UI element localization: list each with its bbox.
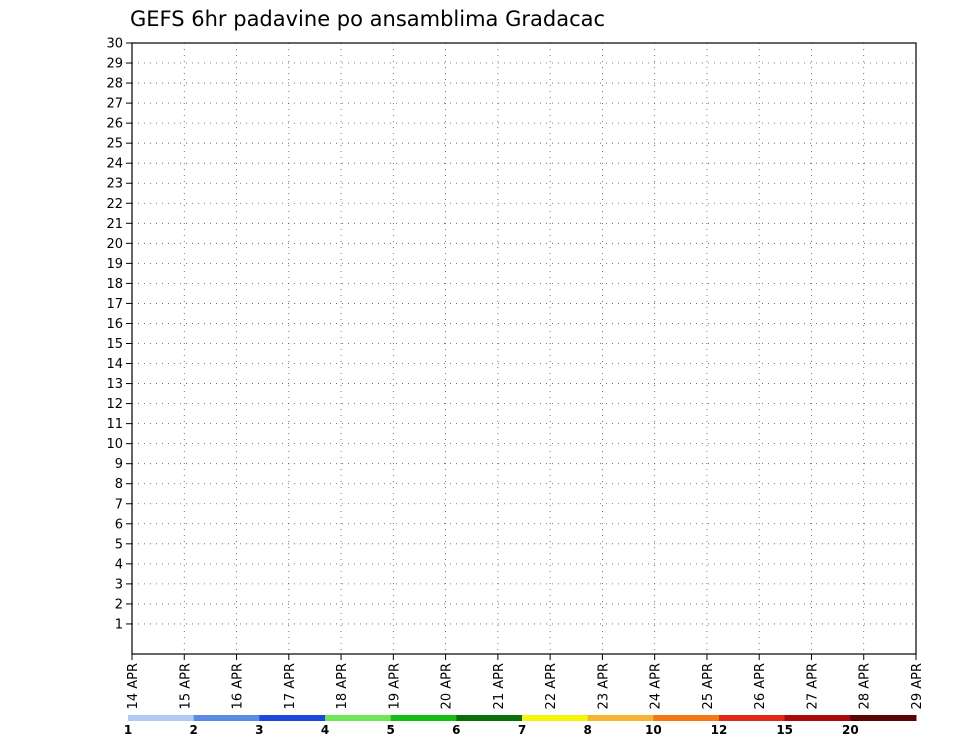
legend-swatch (653, 715, 720, 721)
x-tick-label: 16 APR (231, 663, 246, 709)
x-tick-label: 18 APR (335, 663, 350, 709)
x-tick-label: 21 APR (492, 663, 507, 709)
y-tick-label: 22 (106, 197, 123, 212)
x-tick-label: 22 APR (544, 663, 559, 709)
x-tick-label: 28 APR (858, 663, 873, 709)
y-tick-label: 2 (115, 597, 123, 612)
y-tick-label: 6 (115, 517, 123, 532)
y-tick-label: 29 (106, 57, 123, 72)
legend-label: 3 (255, 723, 263, 737)
legend-swatch (719, 715, 786, 721)
legend-label: 20 (842, 723, 859, 737)
legend-label: 8 (583, 723, 591, 737)
legend-label: 7 (518, 723, 526, 737)
y-tick-label: 5 (115, 537, 123, 552)
x-tick-label: 29 APR (910, 663, 925, 709)
plot-frame (131, 42, 917, 655)
y-tick-label: 19 (106, 257, 123, 272)
x-tick-label: 23 APR (596, 663, 611, 709)
y-tick-label: 17 (106, 297, 123, 312)
y-tick-label: 27 (106, 97, 123, 112)
x-tick-label: 20 APR (440, 663, 455, 709)
legend-label: 1 (124, 723, 132, 737)
y-axis: 1234567891011121314151617181920212223242… (106, 37, 132, 632)
legend-label: 12 (711, 723, 728, 737)
legend-label: 2 (189, 723, 197, 737)
y-tick-label: 26 (106, 117, 123, 132)
y-tick-label: 12 (106, 397, 123, 412)
x-tick-label: 14 APR (126, 663, 141, 709)
y-tick-label: 25 (106, 137, 123, 152)
y-tick-label: 1 (115, 617, 123, 632)
y-tick-label: 30 (106, 37, 123, 52)
legend-swatch (325, 715, 392, 721)
y-tick-label: 11 (106, 417, 123, 432)
y-tick-label: 16 (106, 317, 123, 332)
y-tick-label: 10 (106, 437, 123, 452)
legend-swatch (259, 715, 326, 721)
y-tick-label: 21 (106, 217, 123, 232)
x-tick-label: 17 APR (283, 663, 298, 709)
y-tick-label: 14 (106, 357, 123, 372)
color-legend: 1 2 3 4 5 6 7 8 10 12 15 20 (124, 715, 917, 737)
legend-swatch (390, 715, 457, 721)
y-tick-label: 28 (106, 77, 123, 92)
y-tick-label: 20 (106, 237, 123, 252)
legend-swatch (784, 715, 851, 721)
x-tick-label: 15 APR (178, 663, 193, 709)
grid-lines (132, 42, 916, 654)
y-tick-label: 24 (106, 157, 123, 172)
y-tick-label: 9 (115, 457, 123, 472)
chart-title: GEFS 6hr padavine po ansamblima Gradacac (130, 7, 605, 31)
x-tick-label: 19 APR (387, 663, 402, 709)
legend-swatch (193, 715, 260, 721)
x-tick-label: 24 APR (649, 663, 664, 709)
x-tick-label: 27 APR (805, 663, 820, 709)
legend-swatch (456, 715, 523, 721)
x-tick-label: 26 APR (753, 663, 768, 709)
x-tick-label: 25 APR (701, 663, 716, 709)
legend-label: 15 (776, 723, 793, 737)
y-tick-label: 8 (115, 477, 123, 492)
legend-label: 4 (321, 723, 329, 737)
legend-swatch (850, 715, 917, 721)
y-tick-label: 18 (106, 277, 123, 292)
y-tick-label: 4 (115, 557, 123, 572)
y-tick-label: 3 (115, 577, 123, 592)
x-axis: 14 APR 15 APR 16 APR 17 APR 18 APR 19 APR 20 A… (126, 654, 925, 709)
legend-swatch (522, 715, 589, 721)
legend-label: 5 (386, 723, 394, 737)
y-tick-label: 7 (115, 497, 123, 512)
legend-label: 10 (645, 723, 662, 737)
legend-label: 6 (452, 723, 460, 737)
legend-swatch (128, 715, 195, 721)
y-tick-label: 23 (106, 177, 123, 192)
y-tick-label: 15 (106, 337, 123, 352)
legend-swatch (587, 715, 654, 721)
y-tick-label: 13 (106, 377, 123, 392)
